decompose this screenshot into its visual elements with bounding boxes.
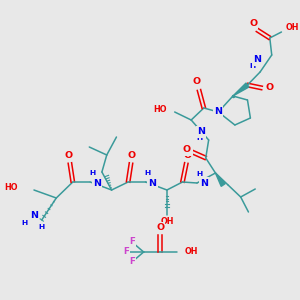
Text: F: F <box>123 248 129 256</box>
Text: F: F <box>129 257 135 266</box>
Text: N: N <box>93 178 101 188</box>
Text: N: N <box>214 107 222 116</box>
Text: H: H <box>39 224 45 230</box>
Polygon shape <box>233 83 249 96</box>
Text: N: N <box>200 178 208 188</box>
Text: F: F <box>129 238 135 247</box>
Text: N: N <box>253 56 261 64</box>
Text: H: H <box>196 171 202 177</box>
Text: HO: HO <box>153 106 167 115</box>
Text: HO: HO <box>4 184 17 193</box>
Text: O: O <box>266 83 274 92</box>
Text: N: N <box>148 178 156 188</box>
Text: O: O <box>156 224 164 232</box>
Text: OH: OH <box>285 22 299 32</box>
Text: H: H <box>89 170 95 176</box>
Text: O: O <box>128 151 136 160</box>
Text: N: N <box>197 128 205 136</box>
Polygon shape <box>215 173 225 186</box>
Text: N: N <box>30 211 38 220</box>
Text: O: O <box>65 151 73 160</box>
Text: O: O <box>193 77 201 86</box>
Text: O: O <box>183 151 191 160</box>
Text: H: H <box>145 170 151 176</box>
Text: OH: OH <box>184 248 198 256</box>
Text: H: H <box>196 135 202 141</box>
Text: H: H <box>249 63 255 69</box>
Text: O: O <box>249 19 257 28</box>
Text: O: O <box>182 146 190 154</box>
Text: OH: OH <box>160 218 174 226</box>
Text: H: H <box>21 220 27 226</box>
